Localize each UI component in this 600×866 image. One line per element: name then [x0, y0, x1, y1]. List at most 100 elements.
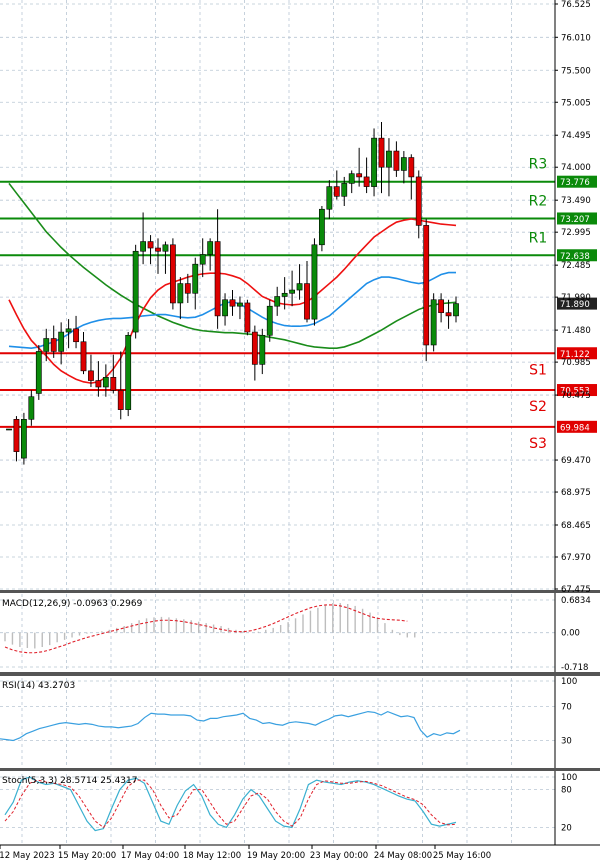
- level-price-box: [557, 347, 597, 360]
- candle-body: [326, 186, 333, 210]
- rsi-title: RSI(14) 43.2703: [2, 681, 75, 691]
- stoch-tick-label: 100: [561, 773, 577, 783]
- level-price-text: 70.553: [560, 387, 590, 397]
- panel-separator: [0, 672, 600, 676]
- rsi-tick-label: 100: [561, 677, 577, 687]
- price-tick-label: 72.995: [561, 228, 591, 238]
- candle-body: [162, 244, 169, 252]
- candle-body: [155, 247, 161, 252]
- candle-body: [20, 419, 27, 459]
- x-tick-label: 12 May 2023: [0, 851, 55, 861]
- stoch-d-line: [4, 779, 457, 829]
- level-label: R2: [529, 193, 548, 209]
- candle-body: [6, 428, 12, 431]
- candle-body: [80, 341, 87, 372]
- level-price-text: 73.207: [560, 215, 590, 225]
- price-tick-label: 75.005: [561, 98, 591, 108]
- price-tick-label: 67.970: [561, 553, 591, 563]
- candle-body: [356, 173, 363, 178]
- candle-body: [266, 305, 273, 336]
- candle-body: [348, 173, 355, 184]
- level-price-text: 71.122: [560, 350, 590, 360]
- rsi-line: [0, 710, 461, 742]
- level-price-text: 69.984: [560, 423, 590, 433]
- candle-body: [170, 244, 176, 304]
- price-tick-label: 75.500: [561, 66, 591, 76]
- candle-body: [102, 377, 109, 388]
- level-label: S1: [529, 362, 547, 378]
- support-resistance-levels: R3 73.776 R2 73.207 R1 72.638 S1 71.122 S2 70.553…: [0, 157, 597, 452]
- axis-labels: 76.525 76.010 75.500 75.005 74.495 74.000 73.4…: [0, 0, 591, 861]
- x-tick-label: 23 May 00:00: [310, 851, 368, 861]
- candle-body: [445, 312, 452, 317]
- candle-body: [251, 331, 258, 365]
- macd-title: MACD(12,26,9) -0.0963 0.2969: [2, 599, 143, 609]
- candle-body: [400, 157, 407, 171]
- candle-body: [371, 137, 377, 187]
- candle-body: [281, 292, 288, 297]
- candle-body: [378, 137, 385, 168]
- candle-body: [207, 241, 214, 255]
- candle-body: [453, 303, 459, 317]
- level-price-box: [557, 384, 597, 397]
- candle-body: [318, 208, 325, 246]
- candle-body: [304, 283, 310, 320]
- candle-body: [296, 283, 303, 291]
- price-tick-label: 68.465: [561, 521, 591, 531]
- candle-body: [386, 150, 392, 168]
- price-tick-label: 70.985: [561, 358, 591, 368]
- candle-body: [423, 225, 430, 346]
- stoch-panel: 100 80 20: [0, 773, 577, 833]
- macd-tick-label: 0.00: [561, 629, 580, 639]
- candle-body: [43, 338, 50, 352]
- candle-body: [73, 328, 79, 343]
- level-price-box: [557, 175, 597, 188]
- level-label: S3: [529, 436, 547, 452]
- macd-signal-line: [4, 604, 408, 654]
- price-tick-label: 70.475: [561, 391, 591, 401]
- rsi-tick-label: 30: [561, 737, 572, 747]
- level-price-text: 73.776: [560, 178, 590, 188]
- candle-body: [229, 299, 236, 307]
- x-tick-label: 17 May 04:00: [121, 851, 179, 861]
- candle-body: [222, 299, 228, 317]
- candle-body: [88, 370, 94, 381]
- candle-body: [341, 183, 348, 197]
- price-tick-label: 67.475: [561, 585, 591, 595]
- price-tick-label: 74.495: [561, 131, 591, 141]
- price-tick-label: 71.480: [561, 326, 591, 336]
- macd-panel: 0.6834 0.00 -0.718: [0, 596, 591, 673]
- level-price-box: [557, 249, 597, 262]
- candle-body: [140, 241, 146, 252]
- level-price-box: [557, 212, 597, 225]
- candle-body: [117, 389, 124, 410]
- candle-body: [259, 334, 266, 365]
- candle-body: [132, 250, 139, 333]
- candle-body: [333, 186, 340, 197]
- rsi-tick-label: 70: [561, 703, 572, 713]
- candle-body: [274, 296, 281, 307]
- level-price-box: [557, 420, 597, 433]
- level-price-text: 72.638: [560, 252, 590, 262]
- x-tick-label: 18 May 12:00: [183, 851, 241, 861]
- current-price-box: [557, 297, 597, 310]
- macd-tick-label: 0.6834: [561, 596, 591, 606]
- ma-green-line: [8, 182, 457, 350]
- panel-separator: [0, 768, 600, 771]
- candle-body: [147, 241, 154, 249]
- candle-body: [184, 283, 191, 294]
- candle-body: [199, 254, 206, 265]
- candle-body: [430, 299, 437, 346]
- candles: [6, 121, 459, 465]
- level-label: R1: [529, 230, 548, 246]
- stoch-k-line: [4, 776, 457, 832]
- price-tick-label: 68.975: [561, 488, 591, 498]
- candle-body: [393, 150, 400, 171]
- panel-separator: [0, 590, 600, 593]
- x-tick-label: 15 May 20:00: [58, 851, 116, 861]
- candle-body: [28, 396, 35, 420]
- macd-tick-label: -0.718: [561, 663, 588, 673]
- candle-body: [13, 419, 20, 452]
